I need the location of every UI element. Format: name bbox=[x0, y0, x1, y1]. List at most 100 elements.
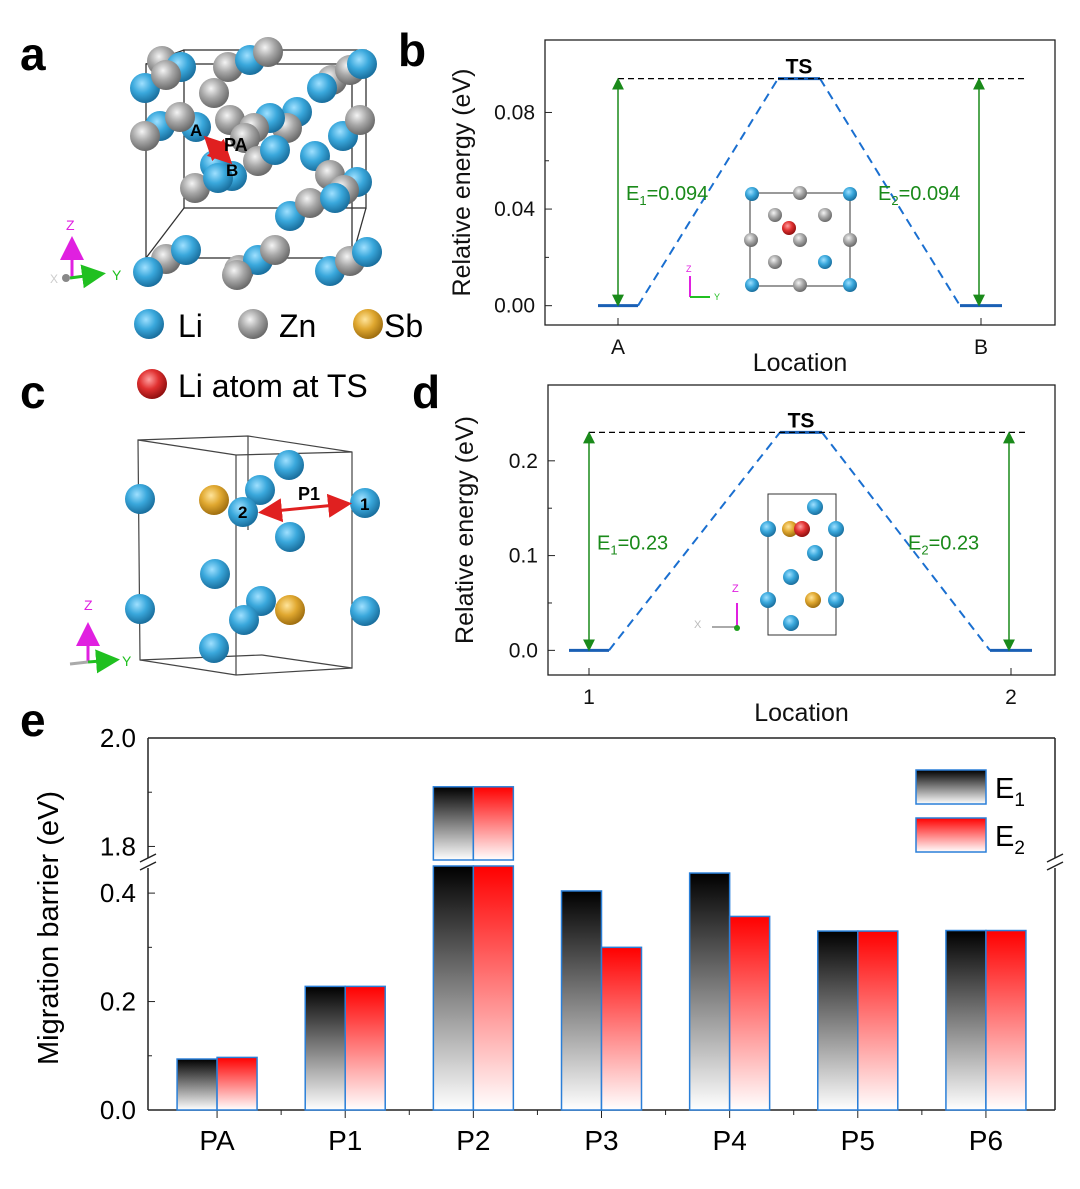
structure-inset-d: ZX bbox=[694, 493, 844, 636]
x-axis-label: Location bbox=[753, 349, 848, 377]
zn-atom bbox=[744, 233, 758, 247]
x-tick-label: P2 bbox=[456, 1125, 490, 1156]
li-atom bbox=[320, 183, 350, 213]
y-tick-label: 0.2 bbox=[509, 450, 538, 473]
zn-atom bbox=[222, 260, 252, 290]
axis-break-mark bbox=[1046, 853, 1064, 871]
barrier-label-e1: E1=0.23 bbox=[597, 532, 668, 557]
zn-atom bbox=[843, 233, 857, 247]
li-atom bbox=[760, 592, 776, 608]
li-atom bbox=[745, 187, 759, 201]
zn-atom bbox=[165, 102, 195, 132]
li-atom bbox=[347, 49, 377, 79]
li-atom bbox=[828, 521, 844, 537]
li-atom bbox=[807, 545, 823, 561]
legend-li: Li bbox=[178, 308, 203, 344]
legend-sb: Sb bbox=[384, 308, 423, 344]
x-tick-label: P5 bbox=[841, 1125, 875, 1156]
y-axis-label: Relative energy (eV) bbox=[451, 416, 479, 644]
energy-profile-d: 0.0 0.1 0.2 1 2 Location Relative energy (eV) T… bbox=[451, 384, 1056, 727]
axis-z-label: Z bbox=[686, 264, 692, 274]
atom-legend: Li Zn Sb Li atom at TS bbox=[134, 308, 423, 404]
site-2-label: 2 bbox=[238, 503, 247, 522]
li-atom bbox=[843, 187, 857, 201]
li-atom bbox=[125, 484, 155, 514]
bar-e2-p2-lower bbox=[472, 865, 515, 1111]
x-tick-label: P6 bbox=[969, 1125, 1003, 1156]
panel-label-b: b bbox=[398, 24, 426, 76]
li-atom bbox=[133, 257, 163, 287]
zn-atom bbox=[768, 255, 782, 269]
li-atom bbox=[350, 596, 380, 626]
sb-atom bbox=[199, 485, 229, 515]
crystal-structure-c: 2 1 P1 Z Y bbox=[69, 435, 380, 676]
legend-ts: Li atom at TS bbox=[178, 368, 368, 404]
li-atom bbox=[274, 450, 304, 480]
barrier-label-e2: E2=0.094 bbox=[878, 183, 960, 208]
li-atom bbox=[171, 235, 201, 265]
li-atom bbox=[350, 488, 380, 518]
x-tick-label: P3 bbox=[584, 1125, 618, 1156]
zn-atom bbox=[199, 78, 229, 108]
x-tick-label: A bbox=[611, 336, 625, 359]
bar-e1-p5 bbox=[817, 930, 859, 1111]
li-atom bbox=[807, 499, 823, 515]
legend-swatch-e2 bbox=[915, 817, 987, 853]
y-tick-label: 2.0 bbox=[100, 723, 136, 753]
sb-swatch bbox=[353, 309, 383, 339]
bar-e1-p6 bbox=[945, 929, 987, 1111]
axis-y-label: Y bbox=[122, 653, 132, 669]
zn-atom bbox=[793, 278, 807, 292]
legend-swatch-e1 bbox=[915, 769, 987, 805]
axis-z-label: Z bbox=[84, 597, 93, 613]
bar-e1-p3 bbox=[560, 890, 603, 1111]
bar-e2-p6 bbox=[985, 929, 1027, 1111]
y-tick-label: 1.8 bbox=[100, 831, 136, 861]
li-atom bbox=[203, 163, 233, 193]
y-tick-label: 0.1 bbox=[509, 545, 538, 568]
ts-label: TS bbox=[788, 409, 815, 432]
li-atom bbox=[745, 278, 759, 292]
axis-y-label: Y bbox=[112, 267, 122, 283]
x-tick-label: B bbox=[974, 336, 988, 359]
x-tick-label: P1 bbox=[328, 1125, 362, 1156]
migration-barrier-chart: 0.0 0.2 0.4 1.8 2.0 Migration barrier (eV) PA P… bbox=[33, 723, 1064, 1156]
path-p1-label: P1 bbox=[298, 484, 320, 504]
li-atom bbox=[228, 497, 258, 527]
bar-e1-p1 bbox=[304, 985, 346, 1111]
legend-zn: Zn bbox=[279, 308, 316, 344]
plot-frame bbox=[547, 384, 1056, 676]
li-atom bbox=[352, 237, 382, 267]
barrier-label-e1: E1=0.094 bbox=[626, 183, 708, 208]
axis-break-mark bbox=[139, 853, 157, 871]
plot-frame bbox=[544, 39, 1056, 326]
axis-x-label: X bbox=[50, 272, 58, 286]
axis-y-label: Y bbox=[714, 292, 720, 302]
zn-atom bbox=[151, 60, 181, 90]
axis-triad-a: Z Y X bbox=[50, 217, 122, 289]
zn-atom bbox=[260, 235, 290, 265]
axis-triad-c: Z Y bbox=[69, 597, 132, 674]
zn-atom bbox=[818, 208, 832, 222]
y-tick-label: 0.0 bbox=[100, 1095, 136, 1125]
li-atom bbox=[818, 255, 832, 269]
li-atom bbox=[843, 278, 857, 292]
y-tick-label: 0.0 bbox=[509, 639, 538, 662]
bar-e2-p4 bbox=[728, 915, 771, 1111]
zn-atom bbox=[768, 208, 782, 222]
panel-label-e: e bbox=[20, 694, 46, 746]
li-atom bbox=[260, 135, 290, 165]
axis-z-label: Z bbox=[66, 217, 75, 233]
x-tick-label: 1 bbox=[583, 686, 595, 709]
sb-atom bbox=[805, 592, 821, 608]
axis-x-label: X bbox=[694, 619, 702, 631]
inset-frame bbox=[767, 493, 837, 636]
path-pa-label: PA bbox=[224, 135, 248, 155]
zn-atom bbox=[180, 173, 210, 203]
bar-e2-pa bbox=[216, 1056, 258, 1111]
site-b-label: B bbox=[226, 161, 238, 180]
y-axis-label: Migration barrier (eV) bbox=[33, 791, 65, 1065]
y-tick-label: 0.04 bbox=[494, 198, 535, 221]
y-axis-label: Relative energy (eV) bbox=[448, 69, 476, 297]
